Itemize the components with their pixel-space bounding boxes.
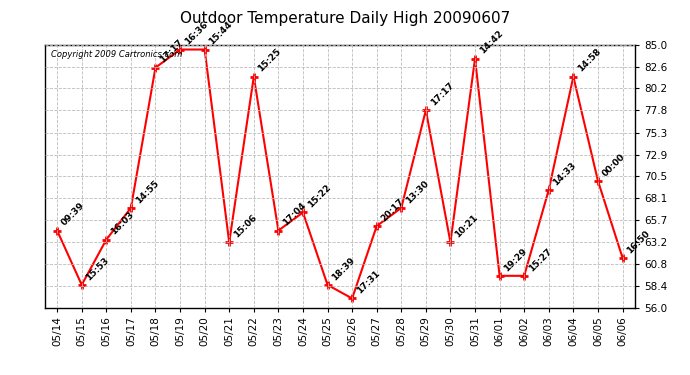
Text: 17:31: 17:31: [355, 269, 382, 296]
Text: 13:30: 13:30: [404, 178, 431, 205]
Text: 10:21: 10:21: [453, 213, 480, 240]
Text: 14:55: 14:55: [134, 178, 160, 205]
Text: 14:58: 14:58: [576, 47, 603, 74]
Text: 16:50: 16:50: [625, 228, 652, 255]
Text: 15:06: 15:06: [232, 213, 259, 240]
Text: 15:27: 15:27: [527, 246, 553, 273]
Text: 16:36: 16:36: [183, 20, 210, 47]
Text: 17:04: 17:04: [281, 201, 308, 228]
Text: 17:17: 17:17: [428, 81, 455, 107]
Text: 00:00: 00:00: [601, 152, 627, 178]
Text: 20:17: 20:17: [380, 196, 406, 223]
Text: 15:53: 15:53: [84, 255, 111, 282]
Text: Outdoor Temperature Daily High 20090607: Outdoor Temperature Daily High 20090607: [180, 11, 510, 26]
Text: 16:03: 16:03: [109, 210, 136, 237]
Text: 09:39: 09:39: [60, 201, 87, 228]
Text: 17:17: 17:17: [158, 38, 185, 65]
Text: 15:25: 15:25: [257, 47, 283, 74]
Text: 14:33: 14:33: [551, 160, 578, 187]
Text: 14:42: 14:42: [477, 29, 504, 56]
Text: 15:22: 15:22: [306, 183, 333, 210]
Text: Copyright 2009 Cartronics.com: Copyright 2009 Cartronics.com: [51, 50, 182, 59]
Text: 15:44: 15:44: [208, 20, 234, 47]
Text: 19:29: 19:29: [502, 246, 529, 273]
Text: 18:39: 18:39: [331, 255, 357, 282]
